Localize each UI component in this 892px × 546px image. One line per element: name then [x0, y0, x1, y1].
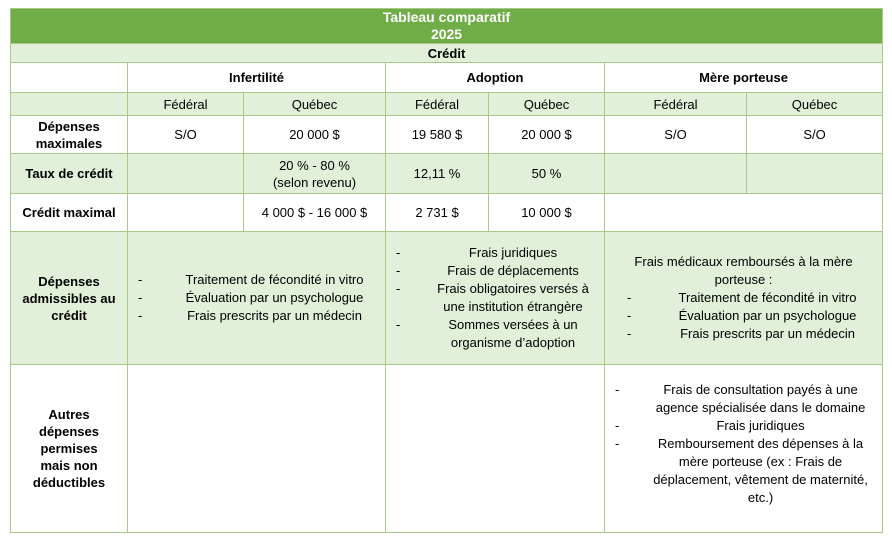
list-item: Frais prescrits par un médecin — [609, 325, 878, 343]
row-label-autres-depenses: Autres dépenses permises mais non déduct… — [10, 364, 128, 533]
cell-ado-quebec: 10 000 $ — [488, 193, 605, 232]
cell-mp-admissibles: Frais médicaux remboursés à la mère port… — [603, 231, 884, 365]
column-header-adoption: Adoption — [385, 62, 605, 93]
cell-ado-federal: 12,11 % — [385, 153, 489, 194]
list-item: Sommes versées à un organisme d’adoption — [390, 316, 600, 352]
subheader-inf-quebec: Québec — [243, 92, 386, 116]
taux-note: (selon revenu) — [272, 174, 357, 190]
mp-admissibles-intro: Frais médicaux remboursés à la mère port… — [634, 254, 853, 287]
cell-mp-quebec: S/O — [745, 115, 884, 154]
section-header: Crédit — [9, 43, 884, 63]
cell-inf-federal: S/O — [127, 115, 244, 154]
cell-inf-admissibles: Traitement de fécondité in vitro Évaluat… — [127, 231, 386, 365]
cell-ado-quebec: 50 % — [488, 153, 605, 194]
inf-admissibles-list: Traitement de fécondité in vitro Évaluat… — [132, 271, 381, 325]
table-title: Tableau comparatif 2025 — [9, 8, 884, 44]
list-item: Frais obligatoires versés à une institut… — [390, 280, 600, 316]
subheader-mp-federal: Fédéral — [604, 92, 747, 116]
empty-header-cell — [10, 62, 128, 93]
table-row: Crédit maximal 4 000 $ - 16 000 $ 2 731 … — [10, 193, 884, 232]
taux-range: 20 % - 80 % — [279, 157, 350, 173]
subheader-inf-federal: Fédéral — [127, 92, 244, 116]
cell-inf-quebec: 4 000 $ - 16 000 $ — [243, 193, 386, 232]
title-year: 2025 — [430, 26, 463, 42]
cell-inf-quebec: 20 000 $ — [243, 115, 386, 154]
cell-mp-federal — [604, 153, 747, 194]
comparison-table: Tableau comparatif 2025 Crédit Infertili… — [9, 8, 884, 533]
cell-ado-quebec: 20 000 $ — [488, 115, 605, 154]
cell-inf-quebec: 20 % - 80 % (selon revenu) — [243, 153, 386, 194]
cell-inf-federal — [127, 153, 244, 194]
subheader-ado-federal: Fédéral — [385, 92, 489, 116]
list-item: Traitement de fécondité in vitro — [609, 289, 878, 307]
cell-ado-admissibles: Frais juridiques Frais de déplacements F… — [385, 231, 605, 365]
column-header-infertilite: Infertilité — [127, 62, 386, 93]
cell-inf-federal — [127, 193, 244, 232]
list-item: Remboursement des dépenses à la mère por… — [609, 435, 878, 507]
cell-mp-autres: Frais de consultation payés à une agence… — [603, 364, 884, 533]
mp-admissibles-list: Traitement de fécondité in vitro Évaluat… — [609, 289, 878, 343]
cell-mp-federal: S/O — [604, 115, 747, 154]
table-row: Taux de crédit 20 % - 80 % (selon revenu… — [10, 153, 884, 194]
table-row: Dépenses admissibles au crédit Traitemen… — [10, 231, 884, 365]
cell-ado-federal: 19 580 $ — [385, 115, 489, 154]
list-item: Frais de consultation payés à une agence… — [609, 381, 878, 417]
empty-subheader-cell — [10, 92, 128, 116]
list-item: Traitement de fécondité in vitro — [132, 271, 381, 289]
column-header-mere-porteuse: Mère porteuse — [603, 62, 884, 93]
row-label-depenses-admissibles: Dépenses admissibles au crédit — [10, 231, 128, 365]
cell-inf-autres — [127, 364, 386, 533]
list-item: Frais prescrits par un médecin — [132, 307, 381, 325]
title-text: Tableau comparatif — [382, 9, 511, 25]
list-item: Évaluation par un psychologue — [609, 307, 878, 325]
row-label-depenses-maximales: Dépenses maximales — [10, 115, 128, 154]
cell-mp-empty — [603, 193, 884, 232]
cell-ado-federal: 2 731 $ — [385, 193, 489, 232]
mp-autres-list: Frais de consultation payés à une agence… — [609, 381, 878, 507]
row-label-taux-credit: Taux de crédit — [10, 153, 128, 194]
list-item: Évaluation par un psychologue — [132, 289, 381, 307]
subheader-ado-quebec: Québec — [488, 92, 605, 116]
table-row: Autres dépenses permises mais non déduct… — [10, 364, 884, 533]
row-label-credit-maximal: Crédit maximal — [10, 193, 128, 232]
cell-mp-quebec — [745, 153, 884, 194]
cell-ado-autres — [385, 364, 605, 533]
ado-admissibles-list: Frais juridiques Frais de déplacements F… — [390, 244, 600, 352]
subheader-mp-quebec: Québec — [745, 92, 884, 116]
table-row: Dépenses maximales S/O 20 000 $ 19 580 $… — [10, 115, 884, 154]
list-item: Frais de déplacements — [390, 262, 600, 280]
list-item: Frais juridiques — [609, 417, 878, 435]
list-item: Frais juridiques — [390, 244, 600, 262]
